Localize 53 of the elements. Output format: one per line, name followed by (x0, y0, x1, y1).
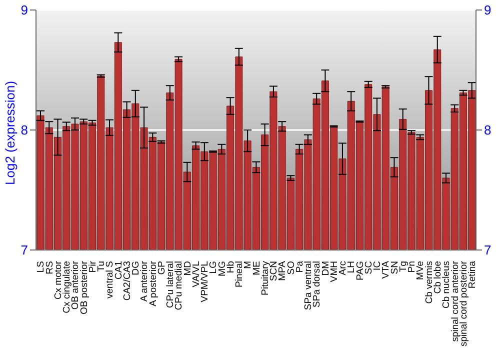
x-tick-label: SCN (268, 260, 280, 282)
x-tick-label: Tg (398, 261, 409, 272)
x-tick-label: Cb lobe (432, 261, 444, 294)
x-tick-label: CA2/CA3 (122, 261, 133, 301)
y-axis-title: Log2 (expression) (2, 80, 18, 185)
x-tick-label: Cx motor (52, 261, 64, 300)
x-tick-label: Pn (406, 261, 418, 273)
x-tick-label: MVe (415, 261, 426, 280)
x-tick-label: CPu medial (174, 261, 185, 310)
x-tick-label: MPA (277, 260, 288, 281)
x-tick-label: Cb nucleus (441, 260, 452, 309)
y2-tick-label: 8 (484, 122, 492, 138)
y2-tick-label: 9 (484, 2, 492, 18)
x-tick-label: ME (251, 261, 262, 276)
x-tick-label: SC (363, 260, 374, 274)
y-tick-label: 9 (20, 2, 28, 18)
x-tick-label: SPa dorsal (312, 261, 323, 308)
x-tick-label: spinal cord anterior (450, 261, 461, 342)
x-tick-label: VMH (328, 260, 340, 282)
x-tick-label: ventral S (104, 261, 116, 298)
x-tick-label: Cb vermis (424, 260, 435, 304)
x-tick-label: DG (130, 261, 142, 276)
x-tick-label: VA/VL (190, 261, 202, 288)
x-tick-label: M (242, 260, 254, 269)
x-tick-label: OB anterior (70, 261, 82, 310)
x-tick-label: LS (36, 261, 47, 273)
y-tick-label: 7 (20, 242, 28, 258)
x-tick-label: DM (320, 260, 332, 276)
x-tick-label: A anterior (139, 261, 150, 302)
x-tick-label: PAG (354, 261, 366, 280)
x-tick-label: Pa (294, 260, 306, 273)
x-tick-label: GP (156, 261, 168, 275)
x-tick-label: IC (372, 260, 384, 270)
x-tick-label: LH (346, 260, 358, 274)
x-tick-label: A posterior (148, 261, 159, 306)
x-tick-label: Retina (467, 260, 478, 288)
x-tick-label: MD (182, 260, 194, 276)
x-tick-label: RS (44, 261, 56, 274)
x-tick-label: spinal cord posterior (458, 261, 470, 347)
y2-tick-label: 7 (484, 242, 492, 258)
x-tick-label: MG (216, 261, 228, 276)
x-tick-label: Pineal (234, 261, 246, 288)
x-tick-label: Hb (225, 261, 236, 274)
x-tick-label: Arc (338, 260, 349, 276)
x-tick-label: CA1 (113, 261, 124, 280)
x-tick-label: Pituitary (260, 260, 271, 296)
x-tick-label: VTA (380, 260, 392, 279)
x-tick-label: Pir (87, 261, 98, 273)
x-tick-label: SN (389, 260, 400, 274)
x-tick-label: LG (208, 261, 220, 274)
y-tick-label: 8 (20, 122, 28, 138)
x-tick-label: SO (286, 261, 297, 275)
x-tick-label: OB posterior (78, 261, 90, 314)
